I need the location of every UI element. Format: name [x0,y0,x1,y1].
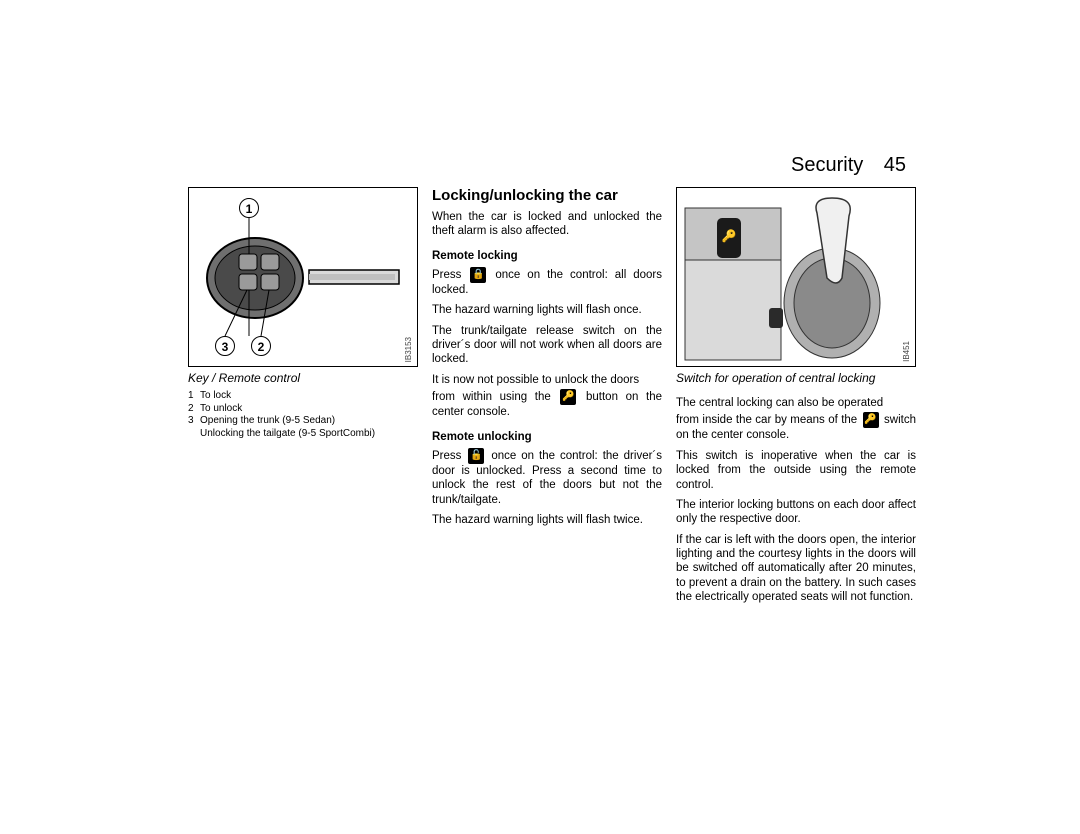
lock-paragraph-3: The trunk/tailgate release switch on the… [432,324,662,367]
page-number: 45 [884,154,906,176]
subheading-remote-locking: Remote locking [432,249,662,263]
col3-paragraph-4: The interior locking buttons on each doo… [676,498,916,527]
manual-page: Security 45 [188,154,914,611]
lock-paragraph-4: It is now not possible to unlock the doo… [432,373,662,387]
figure-1-legend: 1 To lock 2 To unlock 3 Opening the trun… [188,390,418,440]
text: from within using the [432,391,558,403]
column-2: Locking/unlocking the car When the car i… [432,187,662,611]
intro-paragraph: When the car is locked and unlocked the … [432,210,662,239]
col3-paragraph-2: from inside the car by means of the 🔑 sw… [676,412,916,442]
figure-1-caption: Key / Remote control [188,371,418,386]
section-heading: Locking/unlocking the car [432,187,662,206]
legend-num: 2 [188,403,200,416]
callout-1: 1 [239,198,259,218]
text: from inside the car by means of the [676,414,861,426]
figure-central-locking: 🔑 IB451 [676,187,916,367]
legend-row: 2 To unlock [188,403,418,416]
text: once on the control: the driver´s door i… [432,450,662,506]
col3-paragraph-3: This switch is inoperative when the car … [676,449,916,492]
key-icon: 🔑 [863,412,879,428]
text: Press [432,269,468,281]
figure-2-caption: Switch for operation of central locking [676,371,916,386]
lock-paragraph-2: The hazard warning lights will flash onc… [432,303,662,317]
col3-paragraph-5: If the car is left with the doors open, … [676,533,916,605]
lock-paragraph-5: from within using the 🔑 button on the ce… [432,389,662,419]
figure-id-2: IB451 [902,341,912,362]
legend-num: 1 [188,390,200,403]
page-header: Security 45 [188,154,914,177]
callout-3: 3 [215,336,235,356]
unlock-icon: 🔓 [468,448,484,464]
column-3: 🔑 IB451 Switch for operation of central … [676,187,916,611]
unlock-paragraph-2: The hazard warning lights will flash twi… [432,513,662,527]
section-label: Security [791,154,863,176]
legend-text: Opening the trunk (9-5 Sedan) Unlocking … [200,415,375,440]
legend-num: 3 [188,415,200,440]
legend-row: 3 Opening the trunk (9-5 Sedan) Unlockin… [188,415,418,440]
console-illustration: 🔑 [677,188,915,368]
legend-row: 1 To lock [188,390,418,403]
legend-text: To unlock [200,403,242,416]
key-icon: 🔑 [560,389,576,405]
column-1: 1 2 3 IB3153 Key / Remote control 1 To l… [188,187,418,611]
svg-text:🔑: 🔑 [722,228,737,243]
legend-text: To lock [200,390,231,403]
subheading-remote-unlocking: Remote unlocking [432,430,662,444]
unlock-paragraph-1: Press 🔓 once on the control: the driver´… [432,448,662,507]
lock-icon: 🔒 [470,267,486,283]
col3-paragraph-1: The central locking can also be operated [676,396,916,410]
content-columns: 1 2 3 IB3153 Key / Remote control 1 To l… [188,187,914,611]
figure-id-1: IB3153 [404,337,414,362]
callout-2: 2 [251,336,271,356]
lock-paragraph-1: Press 🔒 once on the control: all doors l… [432,267,662,297]
figure-key-remote: 1 2 3 IB3153 [188,187,418,367]
text: Press [432,450,466,462]
